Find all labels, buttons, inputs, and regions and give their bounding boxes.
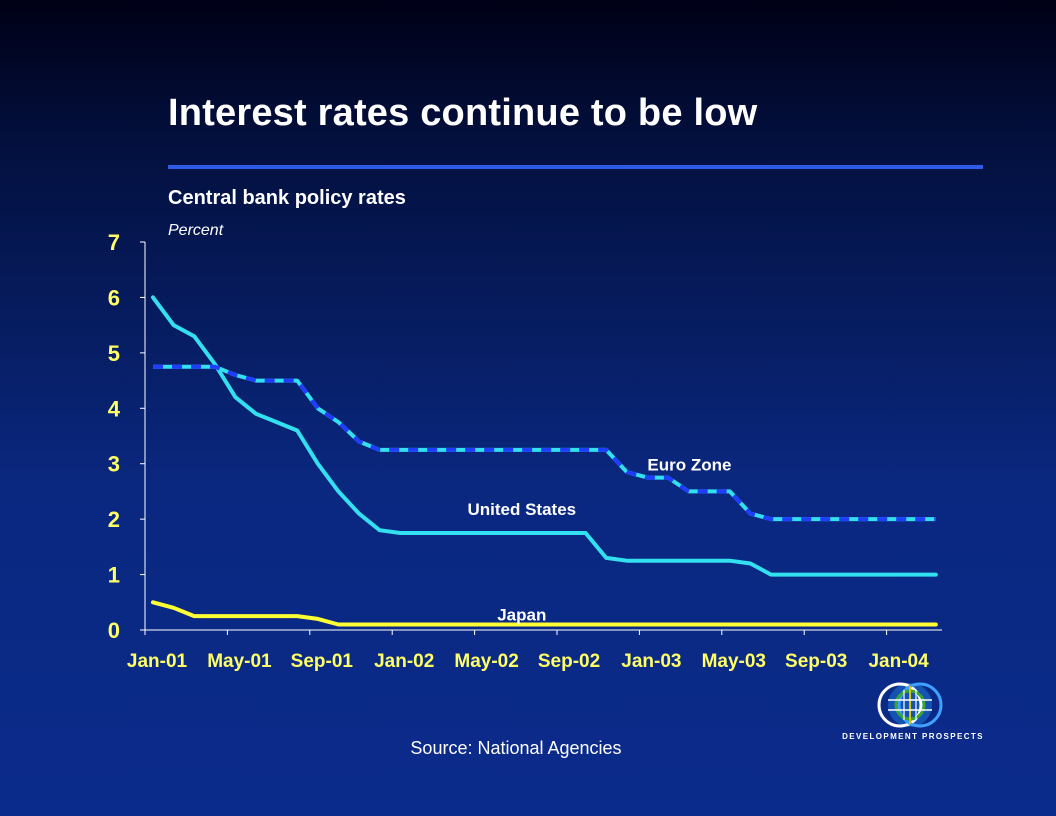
logo-wordmark: DEVELOPMENT PROSPECTS bbox=[842, 732, 984, 741]
series-line-euro-zone bbox=[153, 364, 936, 522]
x-tick-label: Sep-02 bbox=[538, 651, 600, 672]
y-tick-label: 3 bbox=[108, 452, 120, 477]
series-layer bbox=[151, 295, 938, 627]
y-tick-label: 5 bbox=[108, 341, 120, 366]
series-label-united-states: United States bbox=[467, 500, 576, 519]
x-tick-label: May-03 bbox=[702, 651, 766, 672]
y-tick-label: 6 bbox=[108, 285, 120, 310]
chart-subtitle: Central bank policy rates bbox=[168, 187, 406, 209]
y-tick-label: 2 bbox=[108, 507, 120, 532]
y-tick-label: 0 bbox=[108, 618, 120, 643]
series-line-japan bbox=[151, 600, 938, 627]
slide-title: Interest rates continue to be low bbox=[168, 92, 758, 134]
x-tick-label: May-02 bbox=[454, 651, 518, 672]
series-label-euro-zone: Euro Zone bbox=[647, 456, 731, 475]
x-tick-label: Jan-04 bbox=[868, 651, 929, 672]
y-tick-label: 1 bbox=[108, 563, 120, 588]
y-tick-label: 4 bbox=[108, 396, 121, 421]
chart-axes: 0 1 2 3 4 5 6 7 Jan-01 May-01 Sep-01 Jan-02 May-02 Se… bbox=[108, 230, 942, 672]
series-labels: United States Euro Zone Japan bbox=[467, 456, 731, 625]
series-line-united-states bbox=[151, 295, 938, 577]
x-tick-label: Jan-01 bbox=[127, 651, 188, 672]
x-tick-label: May-01 bbox=[207, 651, 272, 672]
source-note: Source: National Agencies bbox=[410, 738, 622, 758]
series-dash-euro-zone bbox=[153, 364, 936, 522]
x-tick-label: Jan-02 bbox=[374, 651, 434, 672]
x-tick-label: Sep-01 bbox=[291, 651, 354, 672]
title-rule bbox=[168, 165, 983, 169]
x-tick-label: Jan-03 bbox=[621, 651, 681, 672]
series-label-japan: Japan bbox=[497, 605, 546, 624]
y-tick-label: 7 bbox=[108, 230, 120, 255]
x-tick-label: Sep-03 bbox=[785, 651, 847, 672]
development-prospects-logo: DEVELOPMENT PROSPECTS bbox=[842, 682, 984, 741]
y-unit-label: Percent bbox=[168, 222, 224, 239]
globe-logo-icon bbox=[877, 682, 943, 728]
